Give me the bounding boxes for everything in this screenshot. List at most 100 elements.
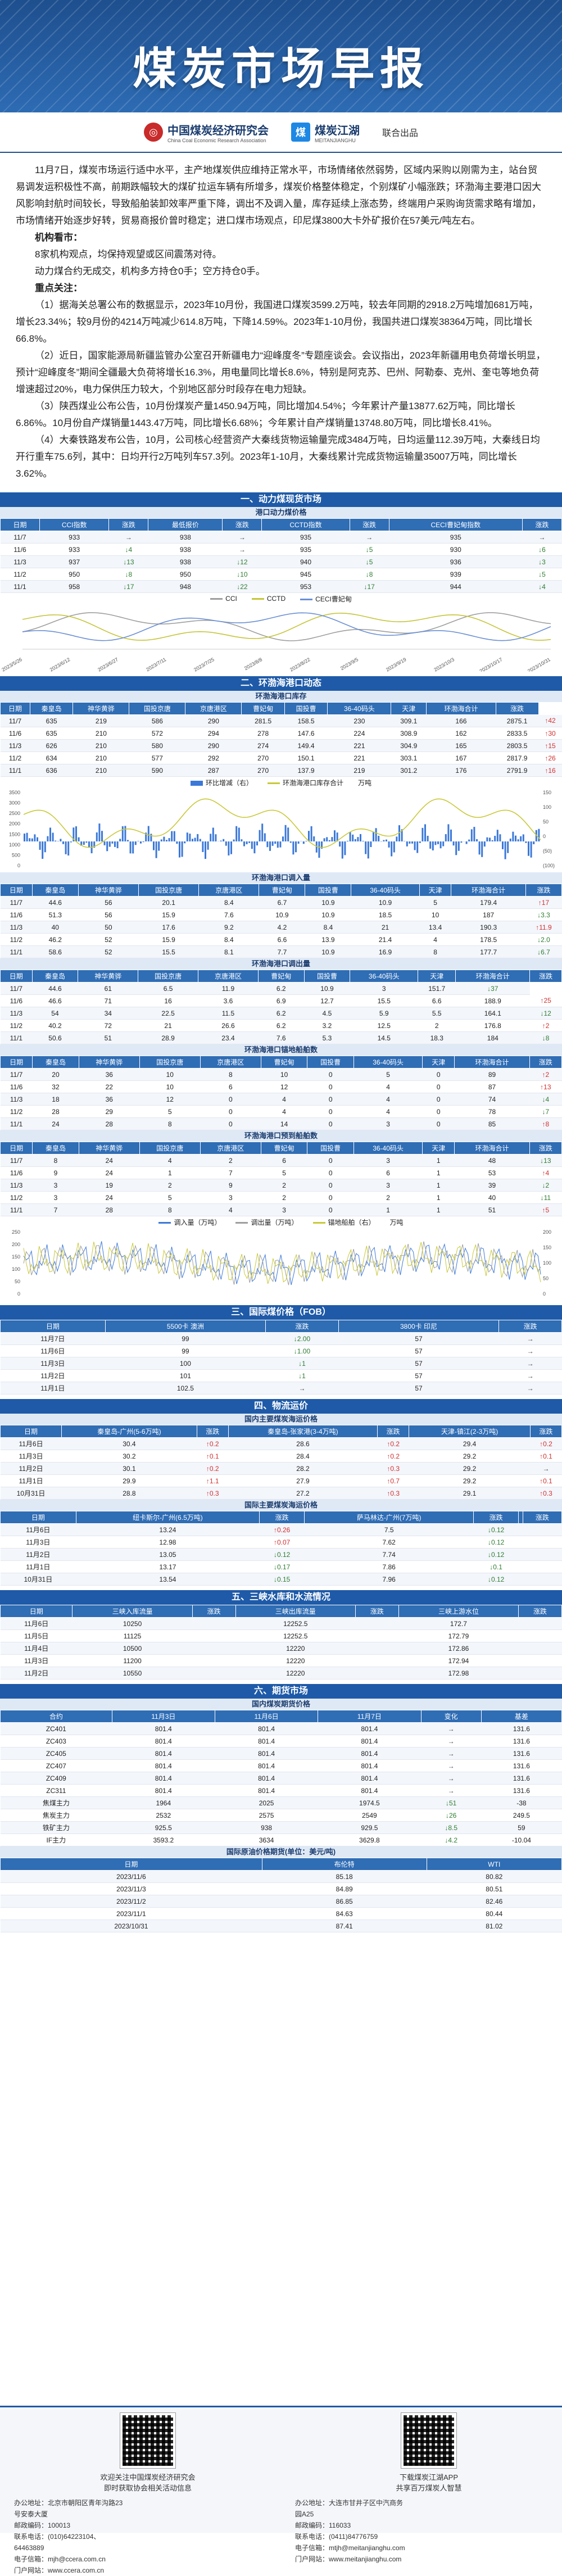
change-bar	[248, 841, 250, 843]
change-bar	[111, 841, 113, 844]
change-bar	[176, 841, 178, 844]
table-cell: →	[266, 1382, 339, 1395]
table-cell: 11月3日	[1, 1357, 106, 1370]
table-cell: 5.9	[350, 1007, 418, 1020]
column-header: 国投京唐	[129, 703, 185, 715]
column-header: 环渤海合计	[455, 1142, 529, 1155]
table-cell: ↓4	[522, 581, 561, 593]
inventory-legend: 环比增减（右） 环渤海港口库存合计 万吨	[0, 777, 562, 788]
table-cell: 0	[200, 1118, 261, 1130]
change-bar	[37, 837, 38, 841]
change-bar	[486, 837, 488, 841]
table-cell: 59	[481, 1822, 561, 1834]
column-header: 环渤海合计	[456, 970, 530, 983]
section2-title: 二、环渤海港口动态	[0, 676, 562, 691]
table-cell: 57	[338, 1370, 498, 1382]
table-cell: 219	[328, 764, 391, 777]
table-cell: 82.46	[427, 1895, 561, 1908]
column-header: 天津	[423, 1142, 455, 1155]
org2-en: MEITANJIANGHU	[315, 138, 360, 143]
change-bar	[130, 841, 132, 853]
table-cell: 2025	[215, 1797, 318, 1809]
table-cell: →	[499, 1345, 562, 1357]
table-cell: 8	[33, 1155, 79, 1167]
table-cell: 29.1	[409, 1487, 531, 1500]
table-cell: 172.7	[398, 1618, 518, 1630]
summary-intro: 11月7日，煤炭市场运行适中水平，主产地煤炭供应维持正常水平，市场情绪依然弱势，…	[16, 162, 546, 229]
table-cell: 131.6	[481, 1735, 561, 1747]
change-bar	[132, 841, 134, 853]
table-cell	[355, 1667, 398, 1679]
table-cell: ↓0.17	[260, 1561, 305, 1573]
y-right-tick-label: 50	[543, 819, 549, 825]
column-header: CCTD指数	[262, 519, 350, 531]
column-header: 日期	[1, 970, 33, 983]
table-cell	[519, 1549, 523, 1561]
table-cell: ↓4.2	[421, 1834, 481, 1846]
column-header: 涨跌	[529, 1142, 561, 1155]
change-bar	[207, 841, 209, 850]
change-bar	[253, 841, 255, 853]
change-bar	[29, 838, 30, 841]
column-header: 3800卡 印尼	[338, 1320, 498, 1333]
table-cell: 8	[200, 1069, 261, 1081]
table-cell: 281.5	[242, 715, 284, 727]
table-cell: 10	[139, 1069, 200, 1081]
column-header: 涨跌	[499, 1320, 562, 1333]
table-header-row: 日期秦皇岛-广州(5-6万吨)涨跌秦皇岛-张家港(3-4万吨)涨跌天津-镇江(2…	[1, 1425, 562, 1438]
table-cell: 7.7	[259, 946, 305, 958]
change-bar	[318, 841, 320, 858]
table-cell: 11/7	[1, 1155, 33, 1167]
qr-ccera[interactable]: 欢迎关注中国煤炭经济研究会 即时获取协会相关活动信息	[100, 2413, 195, 2493]
change-bar	[194, 837, 196, 841]
table-cell: 2803.5	[496, 740, 538, 752]
change-bar	[505, 841, 506, 859]
table-cell: 1	[353, 1204, 422, 1216]
table-cell: 10500	[72, 1642, 192, 1655]
qr-mtjh[interactable]: 下载煤炭江湖APP 共享百万煤炭人智慧	[396, 2413, 461, 2493]
table-cell	[519, 1667, 562, 1679]
table-cell: 11月2日	[1, 1667, 72, 1679]
change-bar	[47, 836, 48, 841]
column-header: 基差	[481, 1710, 561, 1723]
table-cell	[519, 1536, 523, 1549]
change-bar	[386, 840, 387, 841]
table-cell: 11/1	[1, 1204, 33, 1216]
change-bar	[331, 837, 333, 841]
table-cell: 13.4	[419, 921, 451, 934]
table-cell: 11月6日	[1, 1524, 76, 1536]
table-cell: 190.3	[451, 921, 525, 934]
table-cell: →	[499, 1357, 562, 1370]
table-cell: -10.04	[481, 1834, 561, 1846]
table-cell: 2875.1	[496, 715, 538, 727]
table-cell: 30.1	[62, 1463, 197, 1475]
table-cell: ↓0.12	[260, 1549, 305, 1561]
table-cell: ↑13	[529, 1081, 561, 1093]
table-cell: 11月5日	[1, 1630, 72, 1642]
change-bar	[442, 841, 444, 846]
table-cell: 938	[148, 556, 223, 568]
column-header: 神华黄骅	[79, 1056, 139, 1069]
table-cell: 210	[73, 740, 129, 752]
table-cell: 21	[138, 1020, 198, 1032]
change-bar	[373, 832, 374, 841]
change-bar	[450, 830, 452, 841]
table-cell: 78	[455, 1106, 529, 1118]
table-cell: ↑0.1	[531, 1450, 562, 1463]
change-bar	[65, 841, 67, 854]
table-cell: 11/2	[1, 1192, 33, 1204]
table-cell: 56	[78, 897, 138, 909]
domestic-freight-sub: 国内主要煤炭海运价格	[0, 1414, 562, 1425]
change-bar	[419, 841, 421, 843]
change-bar	[383, 840, 384, 841]
change-bar	[533, 841, 534, 844]
change-bar	[174, 831, 175, 841]
change-bar	[200, 839, 201, 841]
column-header: 日期	[1, 1605, 72, 1618]
